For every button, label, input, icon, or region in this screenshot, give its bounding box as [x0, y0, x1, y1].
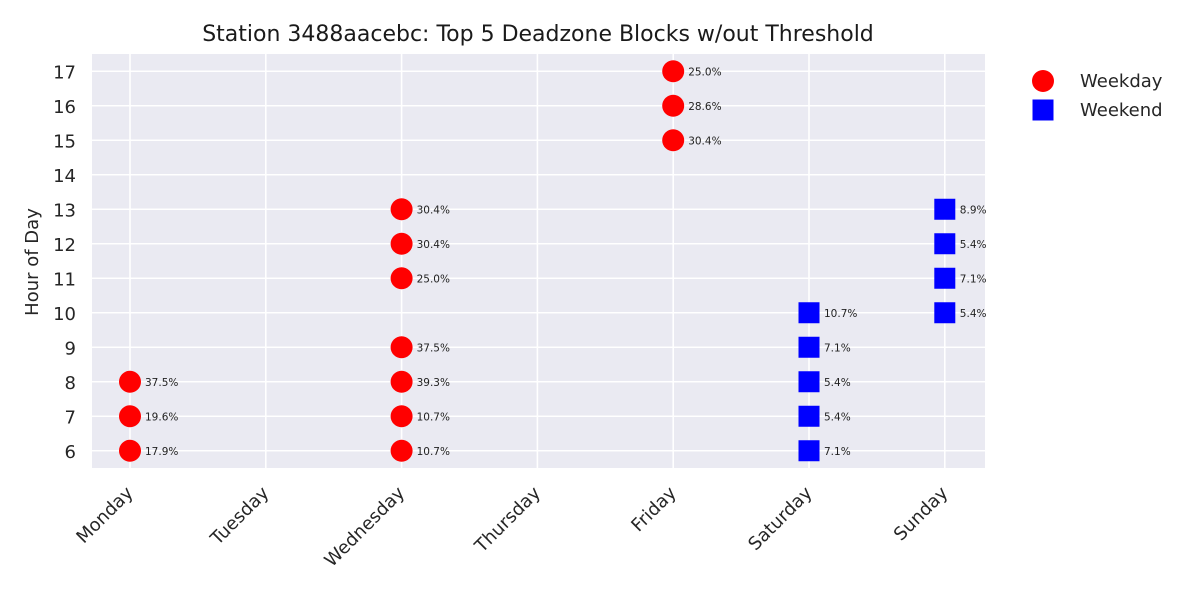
- point-label: 17.9%: [145, 446, 178, 458]
- x-tick-label: Saturday: [744, 482, 816, 554]
- weekend-point: [934, 302, 956, 324]
- weekday-point: [119, 370, 141, 393]
- x-tick-label: Thursday: [470, 482, 545, 557]
- y-tick-label: 13: [53, 200, 76, 221]
- weekend-point: [798, 440, 820, 462]
- weekday-point: [662, 94, 685, 117]
- plot-area: [92, 54, 985, 468]
- point-label: 5.4%: [824, 411, 851, 423]
- y-tick-label: 7: [65, 407, 76, 428]
- x-tick-label: Friday: [627, 482, 681, 536]
- weekend-point: [934, 233, 956, 255]
- point-label: 30.4%: [417, 239, 450, 251]
- x-tick-label: Wednesday: [321, 482, 410, 571]
- point-label: 7.1%: [960, 273, 987, 285]
- legend-weekend-marker: [1032, 99, 1054, 121]
- point-label: 7.1%: [824, 342, 851, 354]
- grid-lines: [92, 54, 985, 468]
- point-label: 10.7%: [417, 446, 450, 458]
- y-tick-label: 9: [65, 338, 76, 359]
- chart-title: Station 3488aacebc: Top 5 Deadzone Block…: [202, 22, 874, 47]
- point-label: 25.0%: [688, 66, 721, 78]
- y-tick-label: 12: [53, 235, 76, 256]
- y-tick-label: 15: [53, 131, 76, 152]
- x-tick-label: Sunday: [890, 482, 953, 545]
- y-tick-label: 8: [65, 373, 76, 394]
- point-label: 28.6%: [688, 101, 721, 113]
- weekend-point: [798, 302, 820, 324]
- weekday-point: [662, 129, 685, 152]
- y-tick-label: 6: [65, 442, 76, 463]
- x-tick-label: Monday: [72, 482, 137, 547]
- weekday-point: [390, 405, 413, 428]
- x-tick-label: Tuesday: [206, 482, 274, 550]
- weekend-point: [798, 405, 820, 427]
- weekend-point: [934, 198, 956, 220]
- point-label: 30.4%: [688, 135, 721, 147]
- point-label: 10.7%: [417, 411, 450, 423]
- point-label: 39.3%: [417, 377, 450, 389]
- y-tick-label: 10: [53, 304, 76, 325]
- weekday-point: [390, 336, 413, 359]
- point-label: 5.4%: [960, 239, 987, 251]
- point-label: 19.6%: [145, 411, 178, 423]
- weekend-point: [934, 267, 956, 289]
- weekday-point: [390, 232, 413, 255]
- y-tick-label: 14: [53, 166, 76, 187]
- weekday-point: [119, 439, 141, 462]
- weekend-point: [798, 371, 820, 393]
- point-label: 25.0%: [417, 273, 450, 285]
- data-points: 37.5% 19.6% 17.9% 30.4% 30.4% 25.0% 37.5% 39.3%…: [119, 60, 986, 462]
- weekday-point: [662, 60, 685, 83]
- y-axis-label: Hour of Day: [22, 208, 43, 316]
- point-label: 8.9%: [960, 204, 987, 216]
- y-tick-label: 11: [53, 269, 76, 290]
- point-label: 7.1%: [824, 446, 851, 458]
- y-tick-label: 16: [53, 97, 76, 118]
- weekday-point: [390, 439, 413, 462]
- legend-weekday-marker: [1032, 70, 1054, 92]
- weekday-point: [390, 267, 413, 290]
- y-tick-label: 17: [53, 62, 76, 83]
- legend: Weekday Weekend: [1032, 70, 1163, 121]
- weekday-point: [390, 198, 413, 221]
- y-axis-ticks: 6 7 8 9 10 11 12 13 14 15 16 17: [53, 62, 76, 463]
- point-label: 5.4%: [960, 308, 987, 320]
- point-label: 37.5%: [145, 377, 178, 389]
- point-label: 10.7%: [824, 308, 857, 320]
- point-label: 37.5%: [417, 342, 450, 354]
- weekend-point: [798, 336, 820, 358]
- legend-label: Weekend: [1080, 100, 1163, 121]
- x-axis-ticks: Monday Tuesday Wednesday Thursday Friday Satu…: [72, 482, 952, 571]
- point-label: 5.4%: [824, 377, 851, 389]
- point-label: 30.4%: [417, 204, 450, 216]
- legend-label: Weekday: [1080, 71, 1163, 92]
- weekday-point: [390, 370, 413, 393]
- weekday-point: [119, 405, 141, 428]
